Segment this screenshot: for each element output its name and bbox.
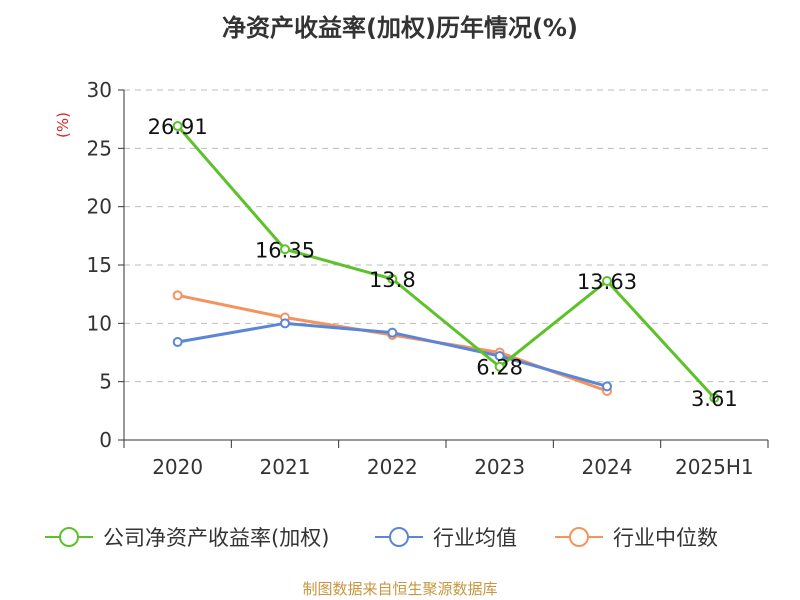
series-line <box>177 293 608 393</box>
data-point <box>280 318 290 329</box>
source-note: 制图数据来自恒生聚源数据库 <box>302 580 498 598</box>
legend-marker <box>59 527 79 547</box>
data-point <box>494 361 505 372</box>
data-point <box>602 275 612 286</box>
data-label: 3.61 <box>691 387 738 411</box>
x-tick-label: 2023 <box>474 455 525 479</box>
y-tick-label: 20 <box>87 195 112 219</box>
y-axis-label: (%) <box>54 112 72 138</box>
data-point <box>172 337 183 347</box>
data-point <box>387 327 398 338</box>
data-point <box>280 244 290 255</box>
chart-title: 净资产收益率(加权)历年情况(%) <box>222 14 578 42</box>
data-point <box>494 351 505 361</box>
data-point <box>172 290 183 301</box>
y-tick-label: 5 <box>99 370 112 394</box>
legend-item: 行业均值 <box>375 526 517 550</box>
y-tick-label: 10 <box>87 311 112 335</box>
legend: 公司净资产收益率(加权) 行业均值 行业中位数 <box>45 526 718 550</box>
y-tick-label: 25 <box>87 136 112 160</box>
y-axis-ticks: 0 5 10 15 20 25 30 <box>87 78 124 452</box>
series-lines <box>172 121 720 403</box>
x-tick-label: 2024 <box>582 455 633 479</box>
legend-item: 行业中位数 <box>555 526 718 550</box>
data-point <box>709 392 720 403</box>
legend-label: 公司净资产收益率(加权) <box>103 526 329 550</box>
x-tick-label: 2022 <box>367 455 418 479</box>
data-labels: 26.91 16.35 13.8 6.28 13.63 3.61 <box>148 115 738 411</box>
data-label: 13.8 <box>369 268 416 292</box>
data-label: 13.63 <box>577 270 637 294</box>
legend-marker <box>389 527 409 547</box>
y-tick-label: 15 <box>87 253 112 277</box>
x-tick-label: 2021 <box>260 455 311 479</box>
data-label: 6.28 <box>476 356 523 380</box>
series-line <box>176 125 716 399</box>
data-point <box>172 121 183 132</box>
data-point <box>387 274 398 284</box>
y-tick-label: 0 <box>99 428 112 452</box>
legend-label: 行业中位数 <box>613 526 718 550</box>
x-tick-label: 2020 <box>152 455 203 479</box>
legend-item: 公司净资产收益率(加权) <box>45 526 329 550</box>
x-axis-ticks: 2020 2021 2022 2023 2024 2025H1 <box>123 440 769 479</box>
grid-lines <box>124 89 768 383</box>
data-point <box>602 381 612 392</box>
x-tick-label: 2025H1 <box>675 455 754 479</box>
data-label: 26.91 <box>148 115 208 139</box>
y-tick-label: 30 <box>87 78 112 102</box>
data-label: 16.35 <box>255 238 315 262</box>
legend-marker <box>569 527 589 547</box>
legend-label: 行业均值 <box>433 526 517 550</box>
